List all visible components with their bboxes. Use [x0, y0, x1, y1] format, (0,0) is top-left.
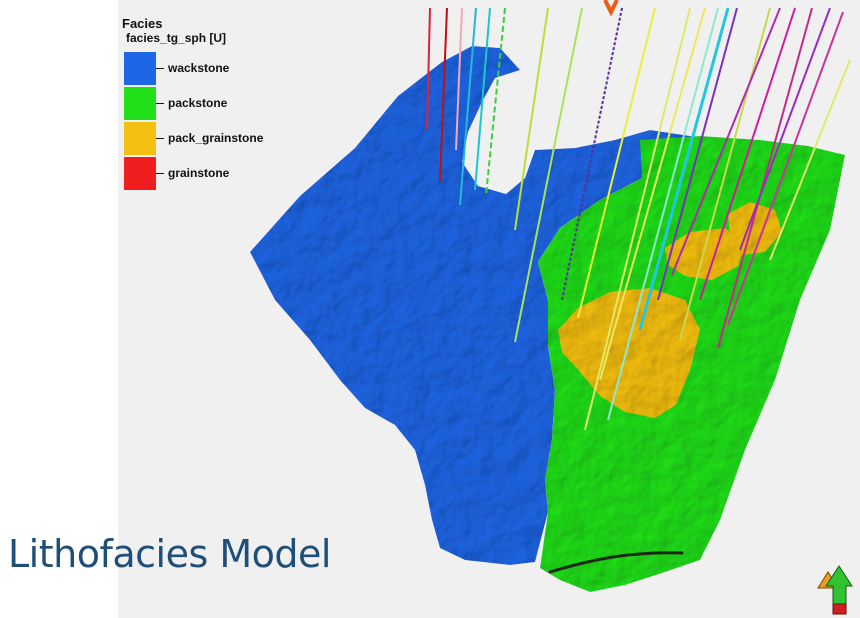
well-trajectory [599, 7, 706, 381]
well-trajectory [577, 7, 656, 319]
legend-entry-grainstone: grainstone [122, 157, 332, 192]
legend-tick [156, 173, 164, 174]
legend-swatch [124, 122, 156, 155]
legend-swatch [124, 52, 156, 85]
legend-label: pack_grainstone [168, 131, 264, 145]
legend-tick [156, 103, 164, 104]
legend-tick [156, 138, 164, 139]
well-trajectory [607, 7, 719, 421]
well-trajectory [485, 7, 506, 196]
well-trajectory [514, 7, 583, 343]
model-title: Lithofacies Model [8, 532, 331, 576]
legend-swatch [124, 87, 156, 120]
well-trajectory [459, 7, 477, 206]
legend-title: Facies [122, 16, 163, 31]
well-trajectory [584, 7, 691, 431]
legend-entry-wackstone: wackstone [122, 52, 332, 87]
well-trajectory [474, 7, 491, 191]
pack-grainstone-patch-main [558, 288, 700, 418]
well-trajectory [455, 7, 463, 151]
well-trajectory [638, 7, 730, 331]
well-trajectory [717, 7, 813, 349]
up-arrow-icon[interactable] [817, 565, 853, 615]
well-trajectory [679, 7, 771, 341]
legend-label: grainstone [168, 166, 230, 180]
legend-property: facies_tg_sph [U] [126, 31, 227, 45]
well-trajectory [426, 7, 431, 131]
surface-group [250, 46, 845, 592]
legend-entry-pack-grainstone: pack_grainstone [122, 122, 332, 157]
well-trajectory [739, 7, 831, 251]
facies-legend: Facies facies_tg_sph [U] wackstone packs… [122, 16, 332, 192]
well-trajectory [769, 59, 851, 261]
well-trajectory [657, 7, 738, 301]
well-trajectory [514, 7, 549, 231]
well-trajectory [699, 7, 796, 301]
legend-tick [156, 68, 164, 69]
well-trajectory [671, 7, 781, 276]
legend-entry-packstone: packstone [122, 87, 332, 122]
well-trajectories [426, 7, 851, 431]
down-arrow-icon [603, 0, 619, 17]
wackstone-surface [250, 46, 720, 565]
well-trajectory [727, 11, 844, 326]
well-trajectory [439, 7, 448, 183]
legend-label: packstone [168, 96, 228, 110]
legend-swatch [124, 157, 156, 190]
legend-label: wackstone [168, 61, 230, 75]
fault-trace [548, 551, 684, 574]
